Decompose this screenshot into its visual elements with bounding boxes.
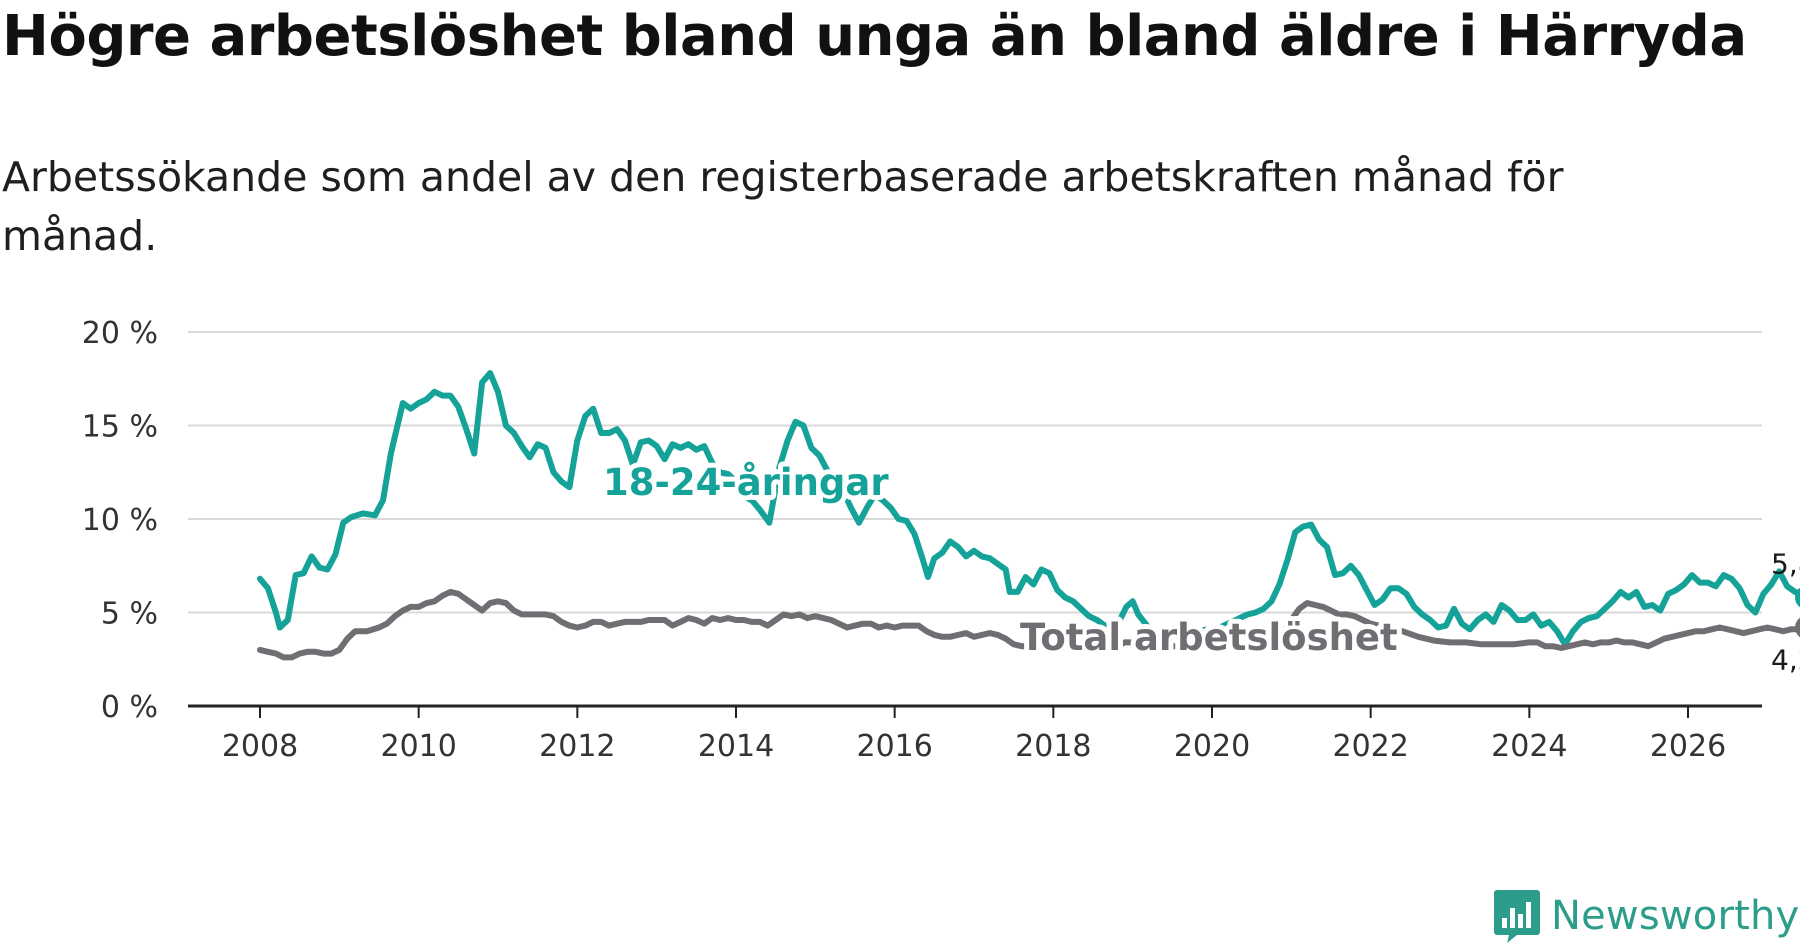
grid-lines bbox=[188, 331, 1762, 614]
chart-title: Högre arbetslöshet bland unga än bland ä… bbox=[2, 4, 1747, 69]
x-tick-label: 2018 bbox=[1015, 729, 1091, 764]
line-chart: 0 %5 %10 %15 %20 % 2008 2010 2012 2014 2016 2… bbox=[82, 316, 1800, 764]
newsworthy-logo-icon bbox=[1494, 890, 1540, 943]
series-annotation-total-halo: Total arbetslöshet bbox=[1020, 616, 1398, 659]
series-annotation-youth-halo: 18-24-åringar bbox=[603, 461, 889, 504]
y-tick-label: 15 % bbox=[82, 410, 158, 445]
x-tick-label: 2012 bbox=[539, 729, 615, 764]
series-line-total bbox=[257, 588, 1800, 661]
series-lines bbox=[257, 370, 1800, 661]
y-tick-label: 5 % bbox=[101, 597, 158, 632]
x-tick-label: 2016 bbox=[856, 729, 932, 764]
y-axis-ticks: 0 % 5 % 10 % 15 % 20 % bbox=[82, 316, 158, 725]
chart-subtitle: Arbetssökande som andel av den registerb… bbox=[2, 153, 1564, 260]
x-tick-label: 2022 bbox=[1332, 729, 1408, 764]
y-tick-label: 0 % bbox=[101, 690, 158, 725]
series-line-youth bbox=[257, 370, 1800, 648]
y-tick-label: 10 % bbox=[82, 503, 158, 538]
series-end-point-total bbox=[1795, 617, 1800, 638]
series-end-point-youth bbox=[1795, 587, 1800, 608]
newsworthy-logo-text: Newsworthy bbox=[1551, 893, 1800, 939]
x-tick-label: 2008 bbox=[222, 729, 298, 764]
x-tick-label: 2010 bbox=[380, 729, 456, 764]
y-tick-label: 20 % bbox=[82, 316, 158, 351]
series-annotation-youth: 18-24-åringar bbox=[603, 461, 889, 504]
x-tick-label: 2020 bbox=[1174, 729, 1250, 764]
x-tick-label: 2024 bbox=[1491, 729, 1567, 764]
x-tick-label: 2026 bbox=[1650, 729, 1726, 764]
series-annotation-total: Total arbetslöshet bbox=[1020, 616, 1398, 659]
newsworthy-logo: Newsworthy bbox=[1493, 888, 1799, 944]
series-end-label-total: 4,2 % bbox=[1771, 643, 1800, 676]
x-axis: 2008 2010 2012 2014 2016 2018 2020 2022 2024 2026 bbox=[188, 704, 1762, 764]
series-end-label-youth: 5,8 % bbox=[1771, 548, 1800, 581]
x-tick-label: 2014 bbox=[698, 729, 774, 764]
